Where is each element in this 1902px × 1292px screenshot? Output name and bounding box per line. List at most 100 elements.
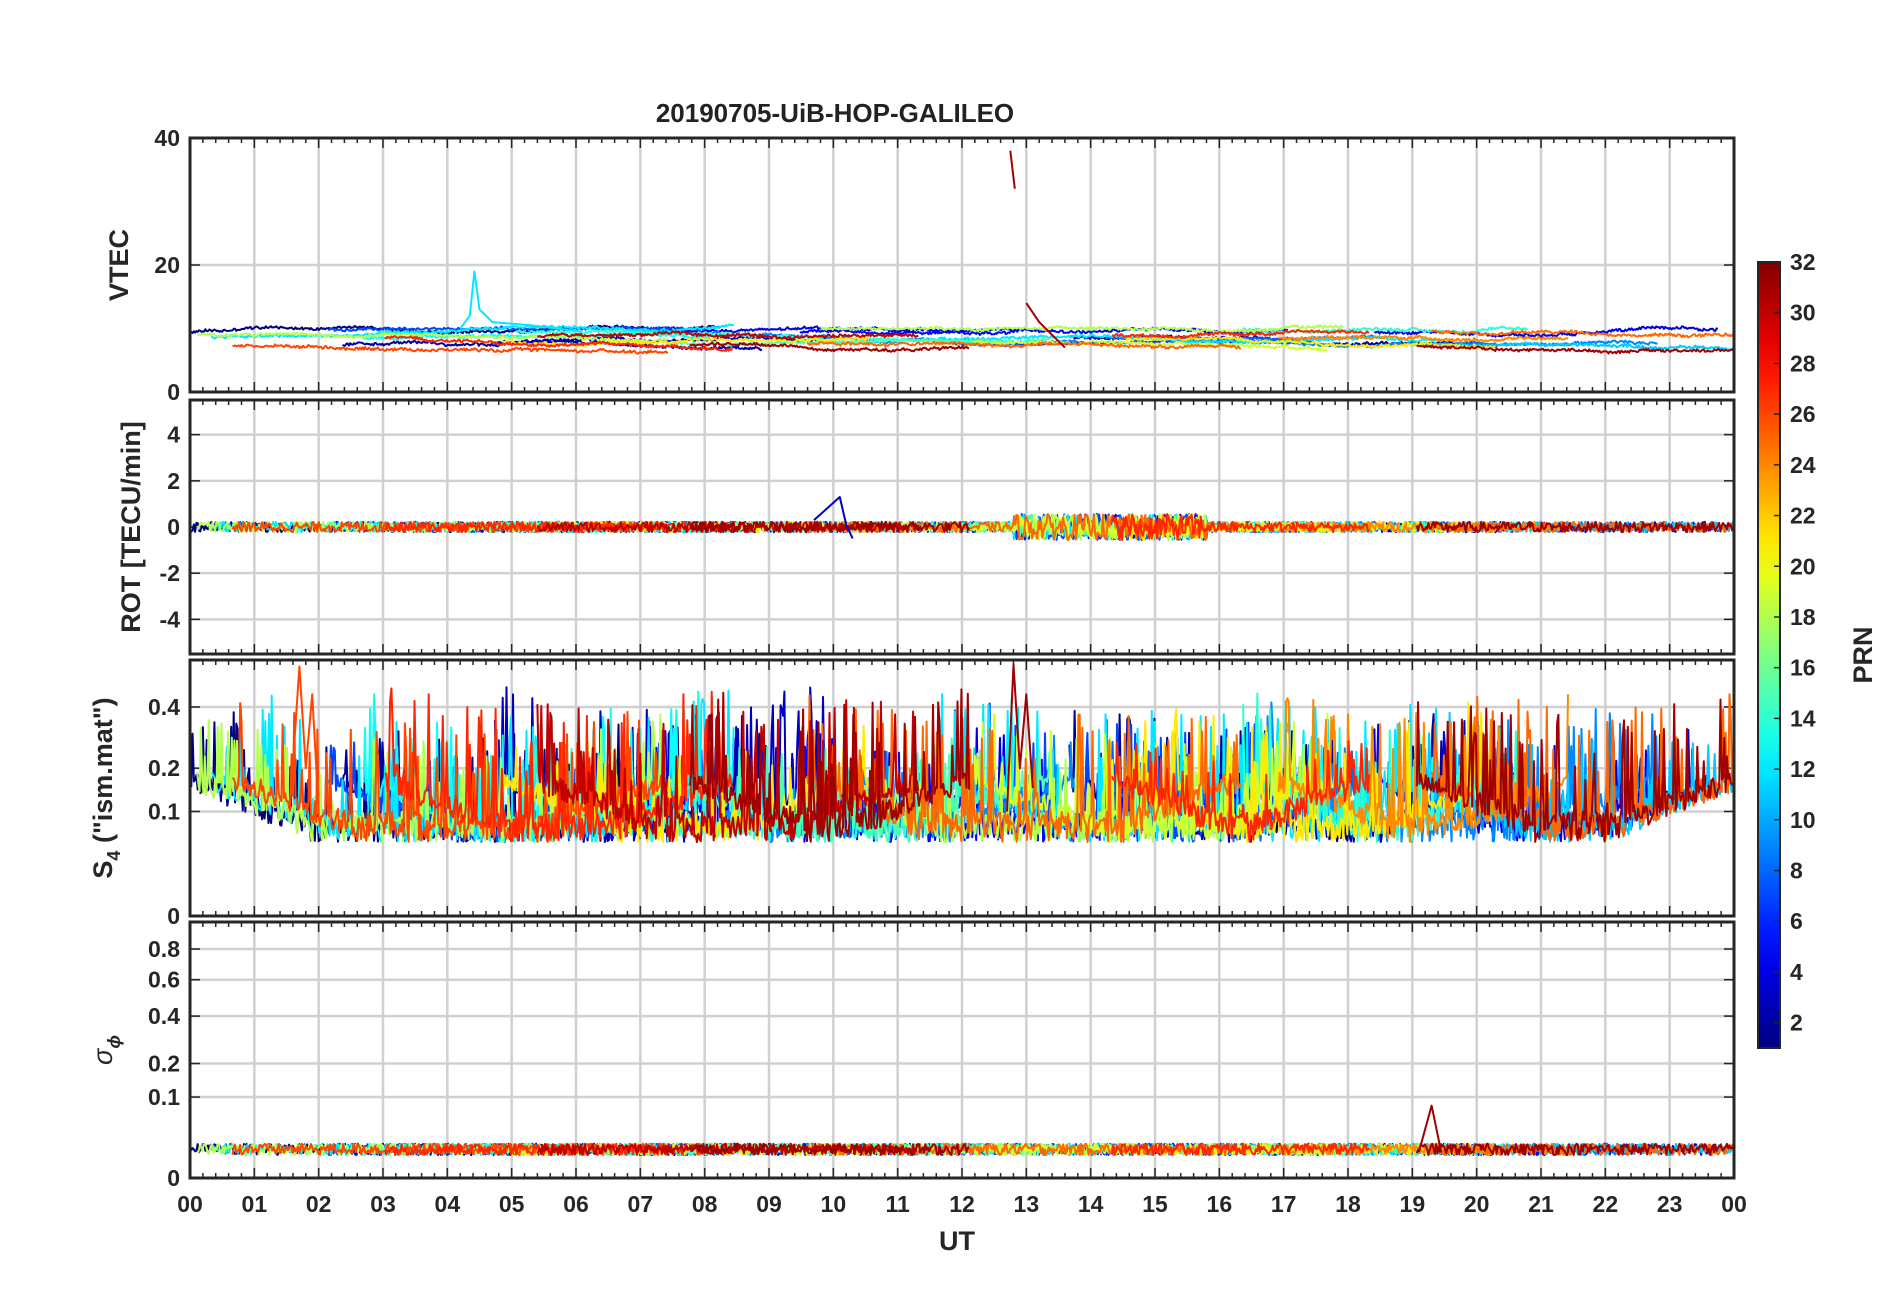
sigma-phi-series-prn31 (688, 1142, 970, 1156)
colorbar-tick-label: 22 (1790, 503, 1816, 529)
vtec-series-prn12 (211, 323, 735, 340)
colorbar-tick-label: 6 (1790, 908, 1803, 934)
s4-peak-prn31 (1006, 663, 1034, 812)
rot-series-prn31 (689, 520, 971, 534)
vtec-series-prn31 (689, 341, 970, 353)
x-tick-label: 05 (499, 1191, 525, 1217)
x-tick-label: 13 (1014, 1191, 1040, 1217)
s4-series-prn27 (384, 687, 734, 843)
y-tick-label: 20 (154, 252, 180, 278)
x-tick-label: 18 (1335, 1191, 1361, 1217)
vtec-series-prn18 (196, 331, 669, 344)
ylabel-main: S (88, 861, 118, 879)
y-tick-label: -2 (160, 560, 180, 586)
colorbar-tick-label: 28 (1790, 350, 1816, 376)
y-tick-label: 40 (154, 125, 180, 151)
ylabel-sub: 4 (104, 851, 124, 861)
panel-frame (188, 398, 1736, 656)
vtec-series-prn31 (1416, 344, 1734, 355)
vtec-spike-prn12 (459, 270, 583, 333)
colorbar-tick-label: 20 (1790, 553, 1816, 579)
sigma-phi-series-prn31 (1415, 1142, 1734, 1157)
colorbar-tick-label: 4 (1790, 959, 1803, 985)
s4-series-prn12 (937, 693, 1441, 843)
y-tick-label: 0.2 (148, 1051, 180, 1077)
x-tick-label: 00 (1721, 1191, 1747, 1217)
y-axis-title-2: ROT [TECU/min] (116, 421, 146, 632)
colorbar-tick-label: 12 (1790, 756, 1816, 782)
vtec-series-prn12 (937, 333, 1441, 345)
vtec-series-prn27 (384, 335, 734, 352)
y-tick-label: 4 (167, 422, 180, 448)
x-tick-label: 22 (1593, 1191, 1619, 1217)
panel-frame (188, 136, 1736, 394)
x-tick-label: 07 (628, 1191, 654, 1217)
ylabel-sub: ϕ (104, 1035, 124, 1049)
y-tick-label: 2 (167, 468, 180, 494)
vtec-feature-prn31 (1025, 302, 1066, 349)
panel-1: 0 20 40 (154, 125, 1736, 405)
x-tick-label: 08 (692, 1191, 718, 1217)
y-tick-label: -4 (160, 606, 181, 632)
colorbar-gradient (1757, 261, 1781, 1049)
colorbar-title: PRN (1848, 626, 1878, 683)
x-tick-label: 19 (1400, 1191, 1426, 1217)
vtec-series-prn26 (232, 343, 669, 355)
vtec-series-prn25 (1430, 329, 1734, 339)
s4-series-prn31 (688, 688, 971, 843)
x-tick-label: 17 (1271, 1191, 1297, 1217)
x-tick-label: 20 (1464, 1191, 1490, 1217)
x-tick-label: 21 (1528, 1191, 1554, 1217)
s4-series-prn18 (196, 713, 669, 844)
panel-series-group (190, 150, 1734, 355)
y-tick-label: 0 (167, 379, 180, 405)
sigma-phi-peak-prn31 (1417, 1104, 1443, 1153)
y-axis-title-3: S4 ("ism.mat") (88, 697, 124, 878)
vtec-series-prn11 (1409, 341, 1734, 352)
colorbar-tick-label: 26 (1790, 401, 1816, 427)
x-tick-label: 15 (1142, 1191, 1168, 1217)
s4-series-prn30 (536, 699, 920, 844)
panel-series-group (190, 496, 1734, 541)
panel-frame (188, 920, 1736, 1180)
sigma-phi-series-prn27 (1110, 1142, 1370, 1157)
panel-4: 0 0.1 0.2 0.4 0.6 0.8 (148, 920, 1736, 1191)
x-axis-labels: 00 01 02 03 04 05 06 07 08 09 10 11 12 13 14 15 16 17 18 19… (177, 1191, 1747, 1217)
y-tick-label: 0.6 (148, 967, 180, 993)
panels-group: 02040-4-202400.10.20.400.10.20.40.60.8VT… (88, 125, 1736, 1191)
x-tick-label: 00 (177, 1191, 203, 1217)
vtec-series-prn25 (807, 340, 1242, 350)
y-tick-label: 0 (167, 903, 180, 929)
vtec-series-prn27 (1111, 328, 1370, 340)
x-tick-label: 06 (563, 1191, 589, 1217)
x-tick-label: 02 (306, 1191, 332, 1217)
colorbar-tick-label: 8 (1790, 858, 1803, 884)
y-tick-label: 0.4 (148, 1003, 180, 1029)
vtec-series-prn30 (537, 330, 919, 340)
y-axis-title-4: σϕ (88, 1035, 124, 1065)
x-tick-label: 11 (886, 1191, 911, 1217)
colorbar-tick-label: 16 (1790, 655, 1816, 681)
y-tick-label: 0.2 (148, 755, 180, 781)
x-tick-label: 23 (1657, 1191, 1683, 1217)
y-axis-title-1: VTEC (104, 229, 134, 301)
colorbar-tick-label: 30 (1790, 300, 1816, 326)
chart-title: 20190705-UiB-HOP-GALILEO (656, 98, 1014, 128)
panel-2: -4 -2 0 2 4 (160, 398, 1736, 656)
y-tick-label: 0 (167, 514, 180, 540)
y-tick-label: 0.8 (148, 936, 180, 962)
s4-series-prn27 (1110, 740, 1371, 843)
panel-series-group (190, 1104, 1734, 1157)
x-tick-label: 03 (370, 1191, 396, 1217)
x-tick-label: 04 (435, 1191, 461, 1217)
x-tick-label: 16 (1207, 1191, 1233, 1217)
colorbar-tick-label: 14 (1790, 705, 1816, 731)
s4-series-prn31 (1415, 698, 1734, 843)
panel-series-group (190, 663, 1734, 844)
vtec-series-prn18 (820, 324, 1344, 334)
y-tick-label: 0.1 (148, 798, 180, 824)
rot-series-prn27 (1110, 513, 1371, 541)
x-tick-label: 10 (821, 1191, 847, 1217)
